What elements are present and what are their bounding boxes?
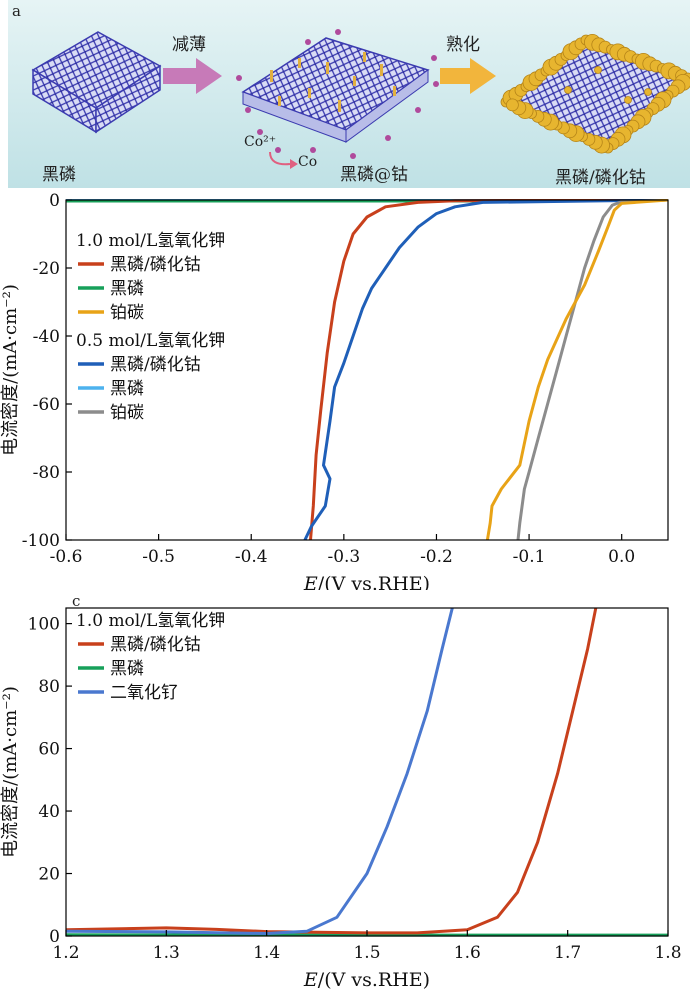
c-legend-label: 黑磷/磷化钴 <box>110 635 201 655</box>
b-y-tick-label: -20 <box>33 259 60 279</box>
c-legend-title: 1.0 mol/L氢氧化钾 <box>76 611 225 631</box>
cop-particle <box>594 66 602 74</box>
c-legend-label: 二氧化钌 <box>110 683 178 703</box>
c-series-line-1 <box>66 607 598 935</box>
chart-c: c 1.2 1.3 1.4 1.5 1.6 1.7 1.8 0 20 40 60 80 100 E/(V … <box>0 592 682 991</box>
b-y-tick-label: -100 <box>22 531 60 551</box>
arrow-label-thinning: 减薄 <box>172 35 206 55</box>
b-x-tick-label: -0.5 <box>142 547 175 567</box>
c-plot-background <box>66 608 668 936</box>
b-axes-frame <box>65 199 669 541</box>
b-legend-label: 黑磷/磷化钴 <box>110 255 201 275</box>
b-x-tick-label: -0.3 <box>327 547 360 567</box>
cop-particle <box>644 88 652 96</box>
arrow-label-ripening: 熟化 <box>446 34 480 55</box>
chart-b: b -0.6-0.5-0.4-0.3-0.2-0.10.00-20-40-60-… <box>0 191 669 590</box>
ion-label: Co²⁺ <box>244 134 276 150</box>
step-label-bp-co: 黑磷@钴 <box>340 165 408 185</box>
b-legend-title: 0.5 mol/L氢氧化钾 <box>76 331 225 351</box>
cop-particle <box>564 86 572 94</box>
chart-c-letter: c <box>72 592 80 610</box>
b-y-tick-label: 0 <box>49 191 60 211</box>
c-y-axis-label: 电流密度/(mA·cm⁻²) <box>0 686 21 858</box>
b-series-line-4 <box>516 199 668 541</box>
b-series-line-2 <box>309 199 668 541</box>
c-y-tick-label: 0 <box>49 927 60 947</box>
b-legend-label: 黑磷/磷化钴 <box>110 355 201 375</box>
c-x-tick-label: 1.5 <box>353 943 380 963</box>
c-x-tick-label: 1.4 <box>253 943 280 963</box>
cop-particle <box>624 96 632 104</box>
black-phosphorus-block <box>31 31 162 134</box>
b-legend-label: 黑磷 <box>110 379 144 399</box>
reduction-arrow <box>269 151 291 166</box>
b-plot-background <box>66 200 668 540</box>
c-x-axis-label: E/(V vs.RHE) <box>303 969 430 991</box>
c-x-tick-label: 1.6 <box>454 943 481 963</box>
c-x-tick-label: 1.7 <box>554 943 581 963</box>
b-x-tick-label: -0.1 <box>513 547 546 567</box>
b-legend-label: 铂碳 <box>110 303 144 323</box>
c-series-line-2 <box>66 607 454 935</box>
panel-a-letter: a <box>12 2 21 20</box>
b-y-tick-label: -60 <box>33 395 60 415</box>
b-legend-label: 黑磷 <box>110 279 144 299</box>
chart-b-plot-area <box>66 200 668 540</box>
bp-cop-sheet <box>500 34 690 154</box>
step-label-black-phosphorus: 黑磷 <box>42 165 76 185</box>
cop-particle <box>505 98 519 112</box>
chart-b-axes: -0.6 -0.5 -0.4 -0.3 -0.2 -0.1 0.0 0 -20 -40 -60 -80… <box>0 191 669 590</box>
c-x-tick-label: 1.2 <box>52 943 79 963</box>
b-x-tick-label: -0.4 <box>235 547 268 567</box>
ripening-arrow <box>440 58 496 94</box>
b-x-tick-label: -0.6 <box>50 547 83 567</box>
b-y-axis-label: 电流密度/(mA·cm⁻²) <box>0 284 21 456</box>
c-y-tick-label: 100 <box>28 615 60 635</box>
chart-c-axes: 1.2 1.3 1.4 1.5 1.6 1.7 1.8 0 20 40 60 80 100 E/(V vs… <box>0 607 682 991</box>
b-legend-label: 铂碳 <box>110 403 144 423</box>
bp-co-sheet <box>236 29 439 159</box>
c-legend-label: 黑磷 <box>110 659 144 679</box>
panel-a-schematic: a 黑磷 减薄 Co²⁺ Co 黑磷@钴 <box>8 0 690 188</box>
step-label-bp-cop: 黑磷/磷化钴 <box>555 168 646 188</box>
c-x-tick-label: 1.3 <box>153 943 180 963</box>
c-y-tick-label: 80 <box>38 677 60 697</box>
b-y-tick-label: -40 <box>33 327 60 347</box>
b-y-tick-label: -80 <box>33 463 60 483</box>
chart-c-plot-area <box>66 608 668 936</box>
b-x-tick-label: 0.0 <box>608 547 635 567</box>
atom-label: Co <box>298 154 317 170</box>
b-x-axis-label: E/(V vs.RHE) <box>303 573 430 590</box>
b-x-tick-label: -0.2 <box>420 547 453 567</box>
c-y-tick-label: 20 <box>38 865 60 885</box>
c-y-tick-label: 40 <box>38 802 60 822</box>
b-series-line-5 <box>485 199 668 541</box>
reduction-arrowhead <box>290 159 298 169</box>
b-legend-title: 1.0 mol/L氢氧化钾 <box>76 231 225 251</box>
c-x-tick-label: 1.8 <box>654 943 681 963</box>
c-y-tick-label: 60 <box>38 740 60 760</box>
b-series-line-3 <box>303 199 668 541</box>
thinning-arrow <box>163 58 222 94</box>
